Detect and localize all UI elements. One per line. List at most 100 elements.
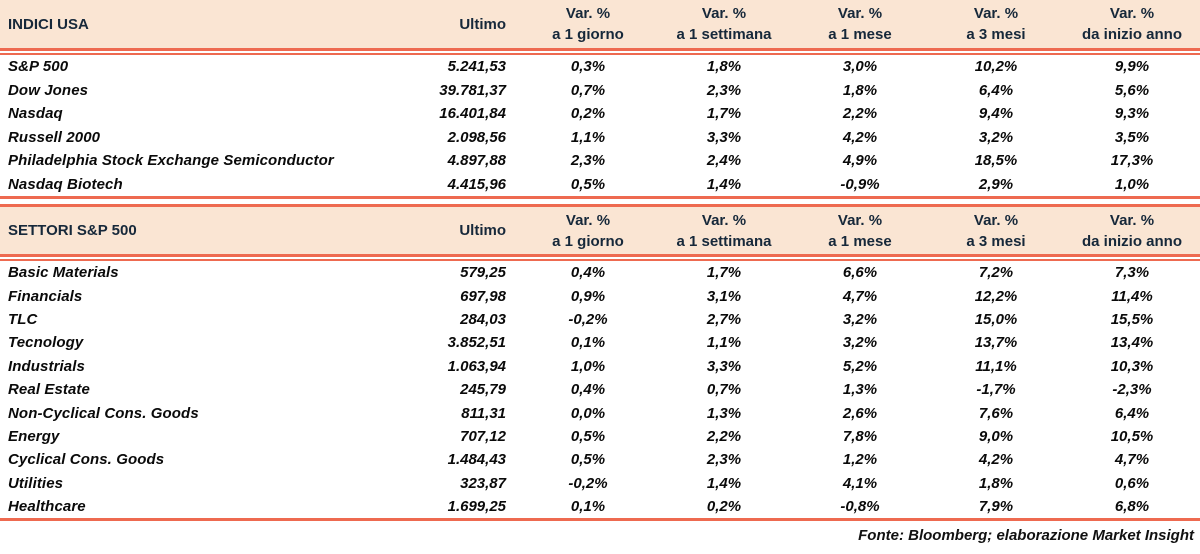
column-header-var-0: Var. % a 1 giorno <box>520 3 656 45</box>
row-ultimo: 4.897,88 <box>447 152 506 170</box>
row-name: Healthcare <box>8 498 86 516</box>
table-row: TLC 284,03 -0,2% 2,7% 3,2% 15,0% 15,5% <box>0 308 1200 331</box>
row-var-2: 3,2% <box>842 334 878 352</box>
row-name: Utilities <box>8 474 64 492</box>
var-sublabel: da inizio anno <box>1082 232 1182 250</box>
row-name: TLC <box>8 310 38 328</box>
table-row: Financials 697,98 0,9% 3,1% 4,7% 12,2% 11,4% <box>0 284 1200 307</box>
row-var-2: 4,1% <box>842 474 878 492</box>
var-label: Var. % <box>701 211 747 229</box>
row-ultimo: 579,25 <box>460 264 506 282</box>
row-var-0: 0,5% <box>570 451 606 469</box>
row-var-4: 7,3% <box>1114 264 1150 282</box>
row-var-1: 2,3% <box>706 81 742 99</box>
row-var-2: 4,2% <box>842 128 878 146</box>
column-header-var-4: Var. % da inizio anno <box>1064 3 1200 45</box>
row-var-4: 1,0% <box>1114 175 1150 193</box>
table-row: Dow Jones 39.781,37 0,7% 2,3% 1,8% 6,4% 5,6% <box>0 79 1200 103</box>
table-title-settori: SETTORI S&P 500 <box>8 222 137 239</box>
row-var-1: 0,7% <box>706 381 742 399</box>
var-label: Var. % <box>973 211 1019 229</box>
row-ultimo: 1.063,94 <box>447 357 506 375</box>
row-ultimo: 3.852,51 <box>447 334 506 352</box>
row-var-0: 0,7% <box>570 81 606 99</box>
row-var-1: 1,4% <box>706 474 742 492</box>
row-var-2: 2,6% <box>842 404 878 422</box>
row-var-2: 1,3% <box>842 381 878 399</box>
row-name: Industrials <box>8 357 85 375</box>
column-header-var-0: Var. % a 1 giorno <box>520 210 656 252</box>
row-var-3: 15,0% <box>974 310 1018 328</box>
row-var-4: 4,7% <box>1114 451 1150 469</box>
var-label: Var. % <box>1109 5 1155 22</box>
row-name: Basic Materials <box>8 264 119 282</box>
row-var-3: 3,2% <box>978 128 1014 146</box>
table-row: Healthcare 1.699,25 0,1% 0,2% -0,8% 7,9% 6,8% <box>0 495 1200 518</box>
indici-usa-header-band: INDICI USA Ultimo Var. % a 1 giorno Var. %… <box>0 0 1200 48</box>
table-row: Cyclical Cons. Goods 1.484,43 0,5% 2,3% 1,2%… <box>0 448 1200 471</box>
row-name: Philadelphia Stock Exchange Semiconducto… <box>8 152 334 170</box>
column-header-var-1: Var. % a 1 settimana <box>656 3 792 45</box>
row-ultimo: 707,12 <box>460 427 506 445</box>
row-var-0: 1,0% <box>570 357 606 375</box>
row-var-1: 3,1% <box>706 287 742 305</box>
indici-usa-bottom-rule <box>0 196 1200 199</box>
row-var-4: 6,4% <box>1114 404 1150 422</box>
row-var-3: 2,9% <box>978 175 1014 193</box>
row-var-4: 5,6% <box>1114 81 1150 99</box>
row-ultimo: 39.781,37 <box>439 81 506 99</box>
table-row: Nasdaq 16.401,84 0,2% 1,7% 2,2% 9,4% 9,3% <box>0 102 1200 126</box>
settori-top-rule <box>0 204 1200 207</box>
row-name: Financials <box>8 287 83 305</box>
table-row: Utilities 323,87 -0,2% 1,4% 4,1% 1,8% 0,6% <box>0 472 1200 495</box>
row-var-2: 1,8% <box>842 81 878 99</box>
row-var-3: 7,6% <box>978 404 1014 422</box>
row-var-3: -1,7% <box>976 381 1016 399</box>
header-divider-rule <box>0 48 1200 55</box>
table-gap <box>0 199 1200 204</box>
row-var-0: 1,1% <box>570 128 606 146</box>
row-var-1: 3,3% <box>706 357 742 375</box>
row-var-2: -0,9% <box>840 175 880 193</box>
row-var-2: 3,0% <box>842 58 878 76</box>
var-sublabel: a 1 giorno <box>552 26 624 43</box>
row-var-4: 6,8% <box>1114 498 1150 516</box>
row-ultimo: 811,31 <box>461 404 506 422</box>
row-var-0: 0,4% <box>570 381 606 399</box>
row-var-2: 4,9% <box>842 152 878 170</box>
row-var-0: 0,2% <box>570 105 606 123</box>
row-var-2: 6,6% <box>842 264 878 282</box>
table-row: Real Estate 245,79 0,4% 0,7% 1,3% -1,7% -2,3% <box>0 378 1200 401</box>
header-divider-rule <box>0 254 1200 261</box>
row-name: Tecnology <box>8 334 84 352</box>
row-var-0: -0,2% <box>568 474 608 492</box>
var-label: Var. % <box>565 5 611 22</box>
column-header-var-3: Var. % a 3 mesi <box>928 210 1064 252</box>
row-var-1: 1,7% <box>706 264 742 282</box>
row-ultimo: 284,03 <box>460 310 506 328</box>
row-var-0: 0,4% <box>570 264 606 282</box>
row-name: Dow Jones <box>8 81 89 99</box>
var-label: Var. % <box>701 5 747 22</box>
table-row: Industrials 1.063,94 1,0% 3,3% 5,2% 11,1% 10,3… <box>0 355 1200 378</box>
row-var-4: 0,6% <box>1114 474 1150 492</box>
var-label: Var. % <box>1109 211 1155 229</box>
row-ultimo: 2.098,56 <box>447 128 506 146</box>
row-var-4: 3,5% <box>1114 128 1150 146</box>
settori-header-band: SETTORI S&P 500 Ultimo Var. % a 1 giorno V… <box>0 207 1200 254</box>
row-var-4: 15,5% <box>1110 310 1154 328</box>
row-var-3: 6,4% <box>978 81 1014 99</box>
row-var-2: 4,7% <box>842 287 878 305</box>
var-sublabel: a 1 mese <box>828 232 892 250</box>
var-sublabel: a 1 settimana <box>676 232 772 250</box>
indici-usa-body: S&P 500 5.241,53 0,3% 1,8% 3,0% 10,2% 9,9% Dow … <box>0 55 1200 196</box>
settori-bottom-rule <box>0 518 1200 522</box>
row-var-3: 7,9% <box>978 498 1014 516</box>
row-var-1: 0,2% <box>706 498 742 516</box>
table-row: Russell 2000 2.098,56 1,1% 3,3% 4,2% 3,2% 3,5% <box>0 126 1200 150</box>
row-name: Russell 2000 <box>8 128 101 146</box>
row-var-2: 2,2% <box>842 105 878 123</box>
row-var-2: 7,8% <box>842 427 878 445</box>
table-row: Tecnology 3.852,51 0,1% 1,1% 3,2% 13,7% 13,4% <box>0 331 1200 354</box>
row-var-2: 5,2% <box>842 357 878 375</box>
